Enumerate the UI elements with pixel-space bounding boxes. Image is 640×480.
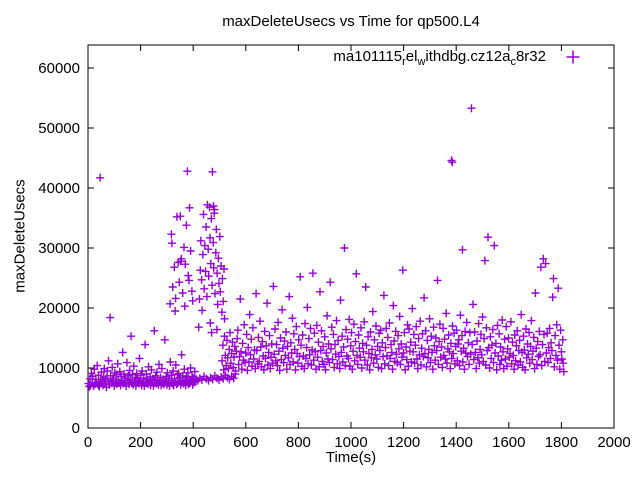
scatter-points xyxy=(84,104,568,392)
x-tick-label: 1000 xyxy=(334,434,367,451)
legend-series-label: ma101115relwithdbg.cz12ac8r32 xyxy=(333,48,546,68)
legend-label-subscript: w xyxy=(417,56,426,68)
y-tick-label: 60000 xyxy=(38,60,80,77)
legend-label-subscript: c xyxy=(510,56,516,68)
y-tick-label: 0 xyxy=(72,420,80,437)
y-tick-label: 20000 xyxy=(38,300,80,317)
x-axis-title: Time(s) xyxy=(325,449,377,466)
y-tick-label: 50000 xyxy=(38,120,80,137)
x-tick-label: 1600 xyxy=(492,434,525,451)
x-tick-label: 1200 xyxy=(387,434,420,451)
x-tick-label: 1400 xyxy=(440,434,473,451)
legend-label-subscript: r xyxy=(402,56,406,68)
y-tick-label: 40000 xyxy=(38,180,80,197)
y-tick-label: 10000 xyxy=(38,360,80,377)
x-tick-label: 1800 xyxy=(545,434,578,451)
chart-title: maxDeleteUsecs vs Time for qp500.L4 xyxy=(222,13,480,30)
legend-label-text: ithdbg.cz12a xyxy=(425,48,511,65)
x-tick-label: 0 xyxy=(84,434,92,451)
legend-label-text: el xyxy=(405,48,418,65)
y-tick-label: 30000 xyxy=(38,240,80,257)
x-tick-label: 400 xyxy=(181,434,206,451)
legend-label-text: ma101115 xyxy=(333,48,403,65)
x-tick-label: 800 xyxy=(286,434,311,451)
legend-label-text: 8r32 xyxy=(515,48,546,65)
x-tick-label: 200 xyxy=(128,434,153,451)
x-tick-label: 2000 xyxy=(597,434,630,451)
y-axis-title: maxDeleteUsecs xyxy=(11,179,29,293)
legend-plus-marker-icon xyxy=(566,50,580,64)
x-tick-label: 600 xyxy=(233,434,258,451)
